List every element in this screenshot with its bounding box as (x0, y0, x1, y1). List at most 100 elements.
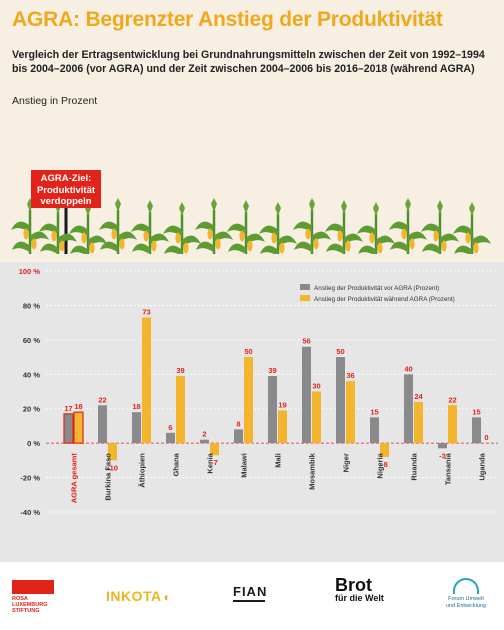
data-label: 39 (268, 366, 276, 375)
bar-during-agra (278, 410, 287, 444)
forum-umwelt-logo: Forum Umwelt und Entwicklung (438, 578, 494, 609)
bar-before-agra (63, 413, 74, 444)
corn-field-illustration (0, 148, 504, 270)
y-tick-label: 80 % (23, 301, 40, 310)
sign-line-1: AGRA-Ziel: (40, 173, 92, 184)
bar-chart: 100 % 80 % 60 % 40 % 20 % 0 % -20 % -40 % 17 18 AG… (0, 262, 504, 562)
data-label: 8 (236, 419, 240, 428)
data-label: -3 (439, 451, 446, 460)
bar-during-agra (244, 357, 253, 444)
data-label: 18 (74, 402, 82, 411)
page-title: AGRA: Begrenzter Anstieg der Produktivit… (12, 8, 443, 31)
inkota-logo: INKOTA ◐ (106, 588, 171, 604)
unit-label: Anstieg in Prozent (12, 95, 98, 107)
category-label: Nigeria (376, 452, 385, 478)
bar-before-agra (438, 443, 447, 449)
category-label: Tansania (444, 452, 453, 485)
legend-swatch (300, 295, 310, 301)
bar-during-agra (448, 405, 457, 444)
data-label: 40 (404, 364, 412, 373)
corn-plant-icon (357, 202, 395, 256)
corn-plant-icon (99, 198, 137, 256)
corn-plants (0, 188, 504, 270)
data-label: 50 (336, 347, 344, 356)
sign-line-3: verdoppeln (40, 196, 92, 207)
bar-during-agra (346, 381, 355, 444)
sign-line-2: Produktivität (36, 184, 96, 196)
bar-before-agra (302, 346, 311, 444)
bar-before-agra (166, 432, 175, 444)
page-subtitle: Vergleich der Ertragsentwicklung bei Gru… (12, 49, 485, 75)
category-label: Uganda (478, 452, 487, 480)
corn-plant-icon (163, 202, 201, 256)
data-label: 15 (472, 407, 480, 416)
data-label: -8 (381, 460, 388, 469)
bar-during-agra (380, 443, 389, 457)
partner-logos: ROSA LUXEMBURG STIFTUNG INKOTA ◐ FIAN Bro… (0, 562, 504, 630)
bar-during-agra (414, 401, 423, 444)
y-tick-label: -20 % (20, 474, 40, 483)
data-label: 73 (142, 307, 150, 316)
data-label: 18 (132, 402, 140, 411)
corn-plant-icon (259, 202, 297, 256)
rosa-logo-line: ROSA (12, 596, 28, 602)
bar-before-agra (472, 417, 481, 444)
corn-plant-icon (131, 200, 169, 256)
y-tick-label: 20 % (23, 405, 40, 414)
forum-logo-mark-icon (453, 578, 479, 594)
corn-plant-icon (39, 200, 77, 256)
corn-plant-icon (11, 198, 49, 256)
rosa-luxemburg-logo: ROSA LUXEMBURG STIFTUNG (12, 580, 54, 614)
data-label: 6 (168, 423, 172, 432)
legend-label: Anstieg der Produktivität während AGRA (… (314, 296, 455, 303)
bar-before-agra (98, 405, 107, 444)
bar-during-agra (108, 443, 117, 461)
data-label: 50 (244, 347, 252, 356)
bar-during-agra (73, 411, 84, 444)
legend-swatch (300, 284, 310, 290)
bar-chart-svg: 100 %80 %60 %40 %20 %0 %-20 %-40 %17 18AG… (19, 267, 498, 517)
data-label: -10 (107, 463, 118, 472)
bar-during-agra (312, 391, 321, 444)
category-label: Malawi (240, 453, 249, 478)
data-label: 36 (346, 371, 354, 380)
corn-plant-icon (453, 202, 491, 256)
category-label: Burkina Faso (104, 453, 113, 501)
y-tick-label: 0 % (27, 439, 40, 448)
bar-before-agra (132, 412, 141, 444)
bar-before-agra (268, 376, 277, 444)
corn-plant-icon (325, 200, 363, 256)
data-label: 19 (278, 400, 286, 409)
brot-logo-line-1: Brot (335, 575, 372, 595)
rosa-logo-line: LUXEMBURG (12, 602, 48, 608)
data-label: 22 (98, 395, 106, 404)
corn-plant-icon (421, 200, 459, 256)
forum-logo-line: und Entwicklung (445, 602, 487, 609)
corn-plant-icon (195, 198, 233, 256)
agra-goal-sign: AGRA-Ziel: Produktivität verdoppeln (31, 170, 101, 208)
y-tick-label: 60 % (23, 336, 40, 345)
data-label: 0 (484, 433, 488, 442)
data-label: 17 (64, 404, 72, 413)
fian-logo-text: FIAN (233, 584, 268, 599)
bar-during-agra (210, 443, 219, 456)
corn-plant-icon (227, 200, 265, 256)
bar-before-agra (370, 417, 379, 444)
inkota-logo-text: INKOTA (106, 588, 162, 604)
bar-before-agra (336, 357, 345, 444)
category-label: Mali (274, 453, 283, 468)
bar-during-agra (142, 317, 151, 444)
y-tick-label: -40 % (20, 508, 40, 517)
data-label: 24 (414, 392, 423, 401)
brot-fuer-die-welt-logo: Brot für die Welt (335, 576, 384, 603)
bar-during-agra (176, 376, 185, 444)
data-label: 39 (176, 366, 184, 375)
data-label: 30 (312, 382, 320, 391)
forum-logo-line: Forum Umwelt (448, 596, 484, 602)
brot-logo-line-2: für die Welt (335, 593, 384, 603)
corn-plant-icon (293, 198, 331, 256)
inkota-mark-icon: ◐ (163, 590, 172, 604)
bar-before-agra (234, 429, 243, 444)
y-tick-label: 40 % (23, 370, 40, 379)
fian-logo-mark (233, 600, 265, 606)
